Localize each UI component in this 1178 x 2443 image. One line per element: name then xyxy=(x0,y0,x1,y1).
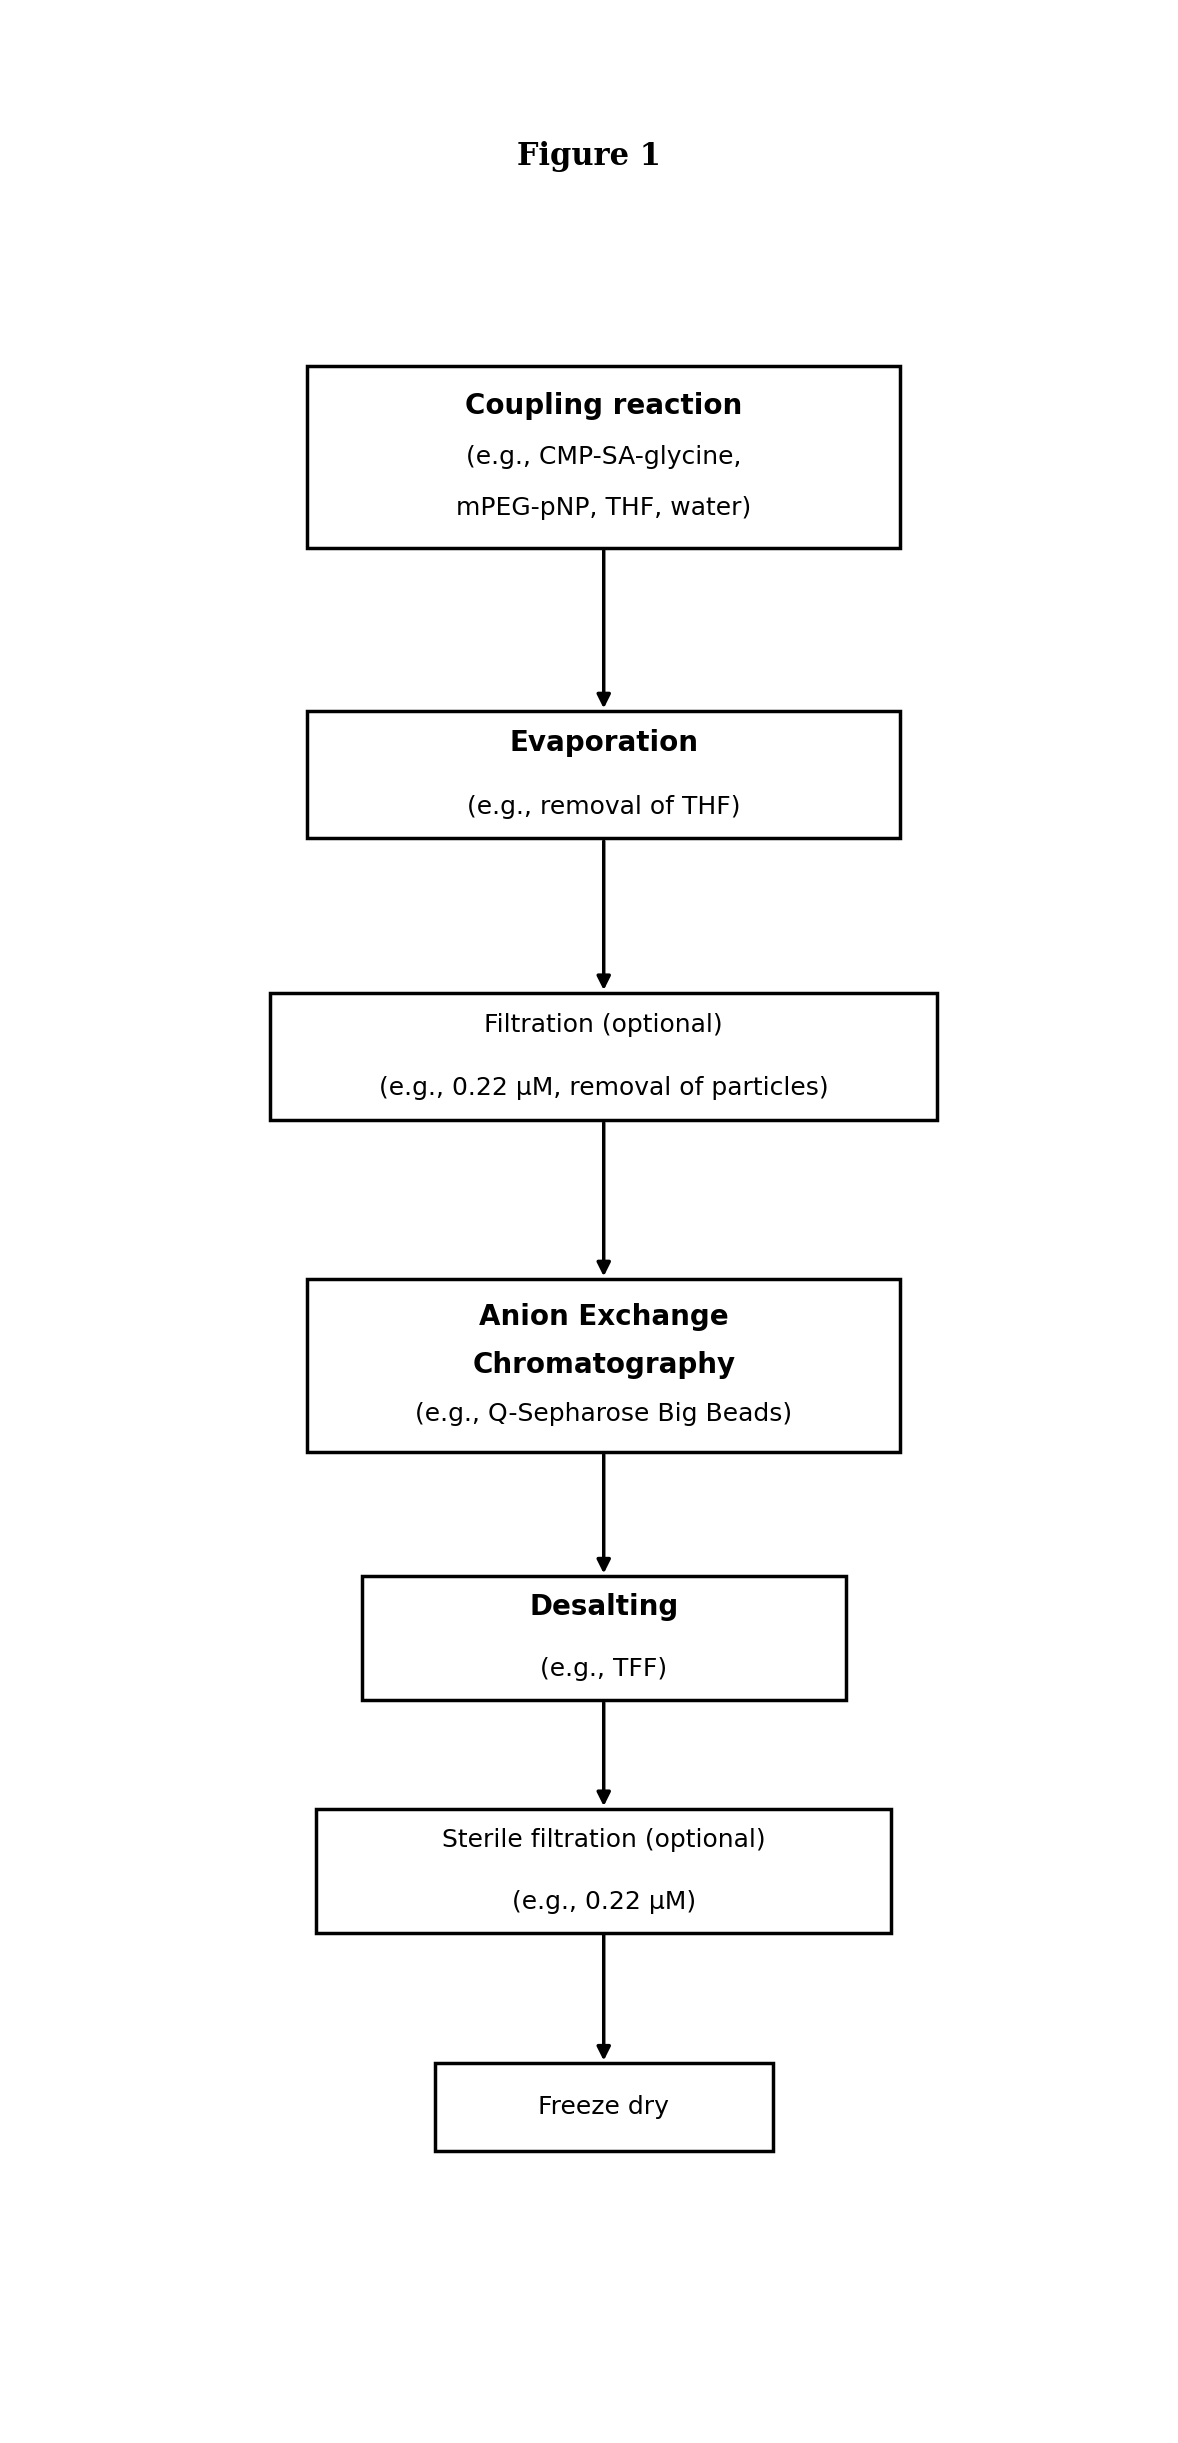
FancyBboxPatch shape xyxy=(316,1808,892,1932)
Text: (e.g., 0.22 μM, removal of particles): (e.g., 0.22 μM, removal of particles) xyxy=(379,1077,828,1099)
Text: (e.g., 0.22 μM): (e.g., 0.22 μM) xyxy=(511,1888,696,1913)
Text: Desalting: Desalting xyxy=(529,1593,679,1622)
FancyBboxPatch shape xyxy=(362,1576,846,1700)
Text: Sterile filtration (optional): Sterile filtration (optional) xyxy=(442,1827,766,1852)
Text: (e.g., Q-Sepharose Big Beads): (e.g., Q-Sepharose Big Beads) xyxy=(415,1402,793,1427)
FancyBboxPatch shape xyxy=(271,992,937,1121)
Text: Freeze dry: Freeze dry xyxy=(538,2096,669,2118)
FancyBboxPatch shape xyxy=(307,1280,900,1451)
Text: Chromatography: Chromatography xyxy=(472,1351,735,1380)
Text: mPEG-pNP, THF, water): mPEG-pNP, THF, water) xyxy=(456,496,752,520)
Text: Filtration (optional): Filtration (optional) xyxy=(484,1014,723,1036)
Text: (e.g., TFF): (e.g., TFF) xyxy=(541,1656,667,1681)
Text: Evaporation: Evaporation xyxy=(509,728,699,757)
Text: Figure 1: Figure 1 xyxy=(517,142,661,171)
Text: (e.g., removal of THF): (e.g., removal of THF) xyxy=(466,794,741,818)
Text: (e.g., CMP-SA-glycine,: (e.g., CMP-SA-glycine, xyxy=(466,445,741,469)
FancyBboxPatch shape xyxy=(307,711,900,838)
FancyBboxPatch shape xyxy=(435,2064,773,2150)
Text: Anion Exchange: Anion Exchange xyxy=(479,1302,728,1331)
Text: Coupling reaction: Coupling reaction xyxy=(465,391,742,420)
FancyBboxPatch shape xyxy=(307,366,900,547)
